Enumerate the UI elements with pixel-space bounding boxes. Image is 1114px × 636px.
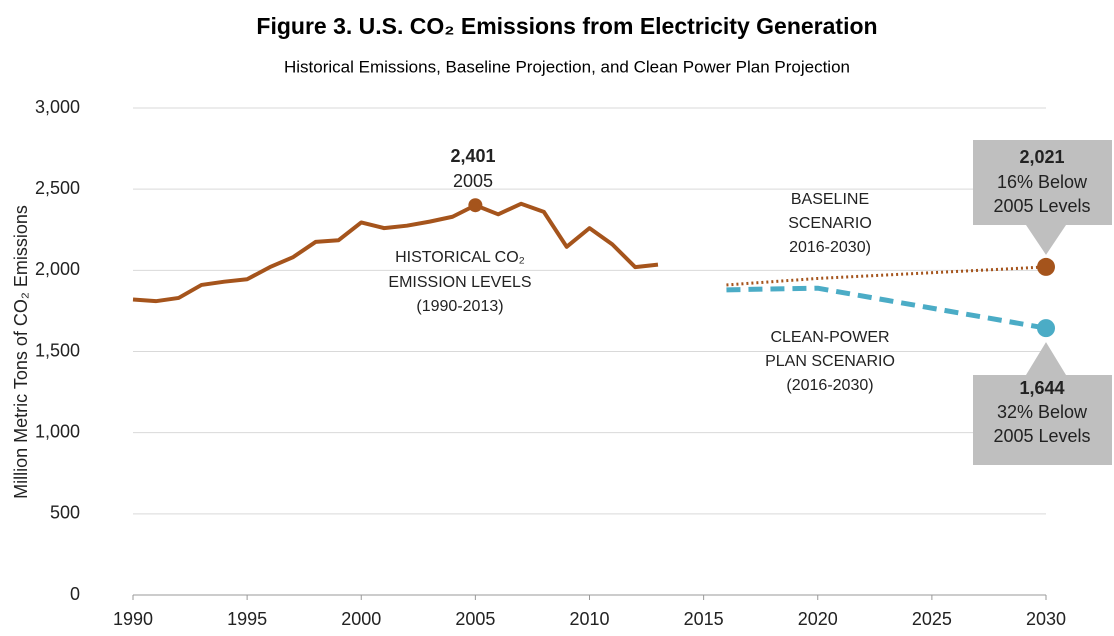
annotation: BASELINE xyxy=(791,191,869,208)
x-tick-label: 1995 xyxy=(227,609,267,629)
y-tick-label: 500 xyxy=(50,503,80,523)
x-tick-label: 2010 xyxy=(569,609,609,629)
data-label: 1,644 xyxy=(1019,378,1064,398)
annotation: 2005 Levels xyxy=(993,426,1090,446)
annotation: HISTORICAL CO₂ xyxy=(395,249,525,266)
y-tick-label: 0 xyxy=(70,584,80,604)
y-tick-label: 2,000 xyxy=(35,259,80,279)
x-tick-label: 2025 xyxy=(912,609,952,629)
point-marker xyxy=(1037,319,1055,338)
data-label: 2,021 xyxy=(1019,147,1064,167)
series-line xyxy=(726,285,1047,331)
chart-subtitle: Historical Emissions, Baseline Projectio… xyxy=(284,57,850,76)
annotation: CLEAN-POWER xyxy=(770,329,889,346)
x-tick-label: 1990 xyxy=(113,609,153,629)
y-tick-label: 1,000 xyxy=(35,421,80,441)
y-tick-label: 2,500 xyxy=(35,178,80,198)
callout-box xyxy=(973,342,1112,465)
y-axis-title: Million Metric Tons of CO₂ Emissions xyxy=(11,205,31,499)
annotation: EMISSION LEVELS xyxy=(388,274,531,291)
annotation: 2005 xyxy=(453,171,493,191)
data-label: 2,401 xyxy=(450,146,495,166)
annotation: 2016-2030) xyxy=(789,239,871,256)
annotation: SCENARIO xyxy=(788,215,872,232)
annotation: 16% Below xyxy=(997,172,1088,192)
x-tick-label: 2020 xyxy=(798,609,838,629)
point-marker xyxy=(1037,257,1055,276)
x-tick-label: 2030 xyxy=(1026,609,1066,629)
x-tick-label: 2015 xyxy=(684,609,724,629)
annotation: 32% Below xyxy=(997,402,1088,422)
x-tick-label: 2005 xyxy=(455,609,495,629)
callout-box xyxy=(973,140,1112,255)
annotation: (2016-2030) xyxy=(786,377,873,394)
series-line xyxy=(726,265,1047,287)
x-tick-label: 2000 xyxy=(341,609,381,629)
annotation: PLAN SCENARIO xyxy=(765,353,895,370)
annotation: (1990-2013) xyxy=(416,298,503,315)
series-line xyxy=(132,201,659,304)
y-tick-label: 1,500 xyxy=(35,340,80,360)
y-tick-label: 3,000 xyxy=(35,97,80,117)
point-marker xyxy=(468,198,483,213)
chart-title: Figure 3. U.S. CO₂ Emissions from Electr… xyxy=(256,13,877,39)
annotation: 2005 Levels xyxy=(993,196,1090,216)
